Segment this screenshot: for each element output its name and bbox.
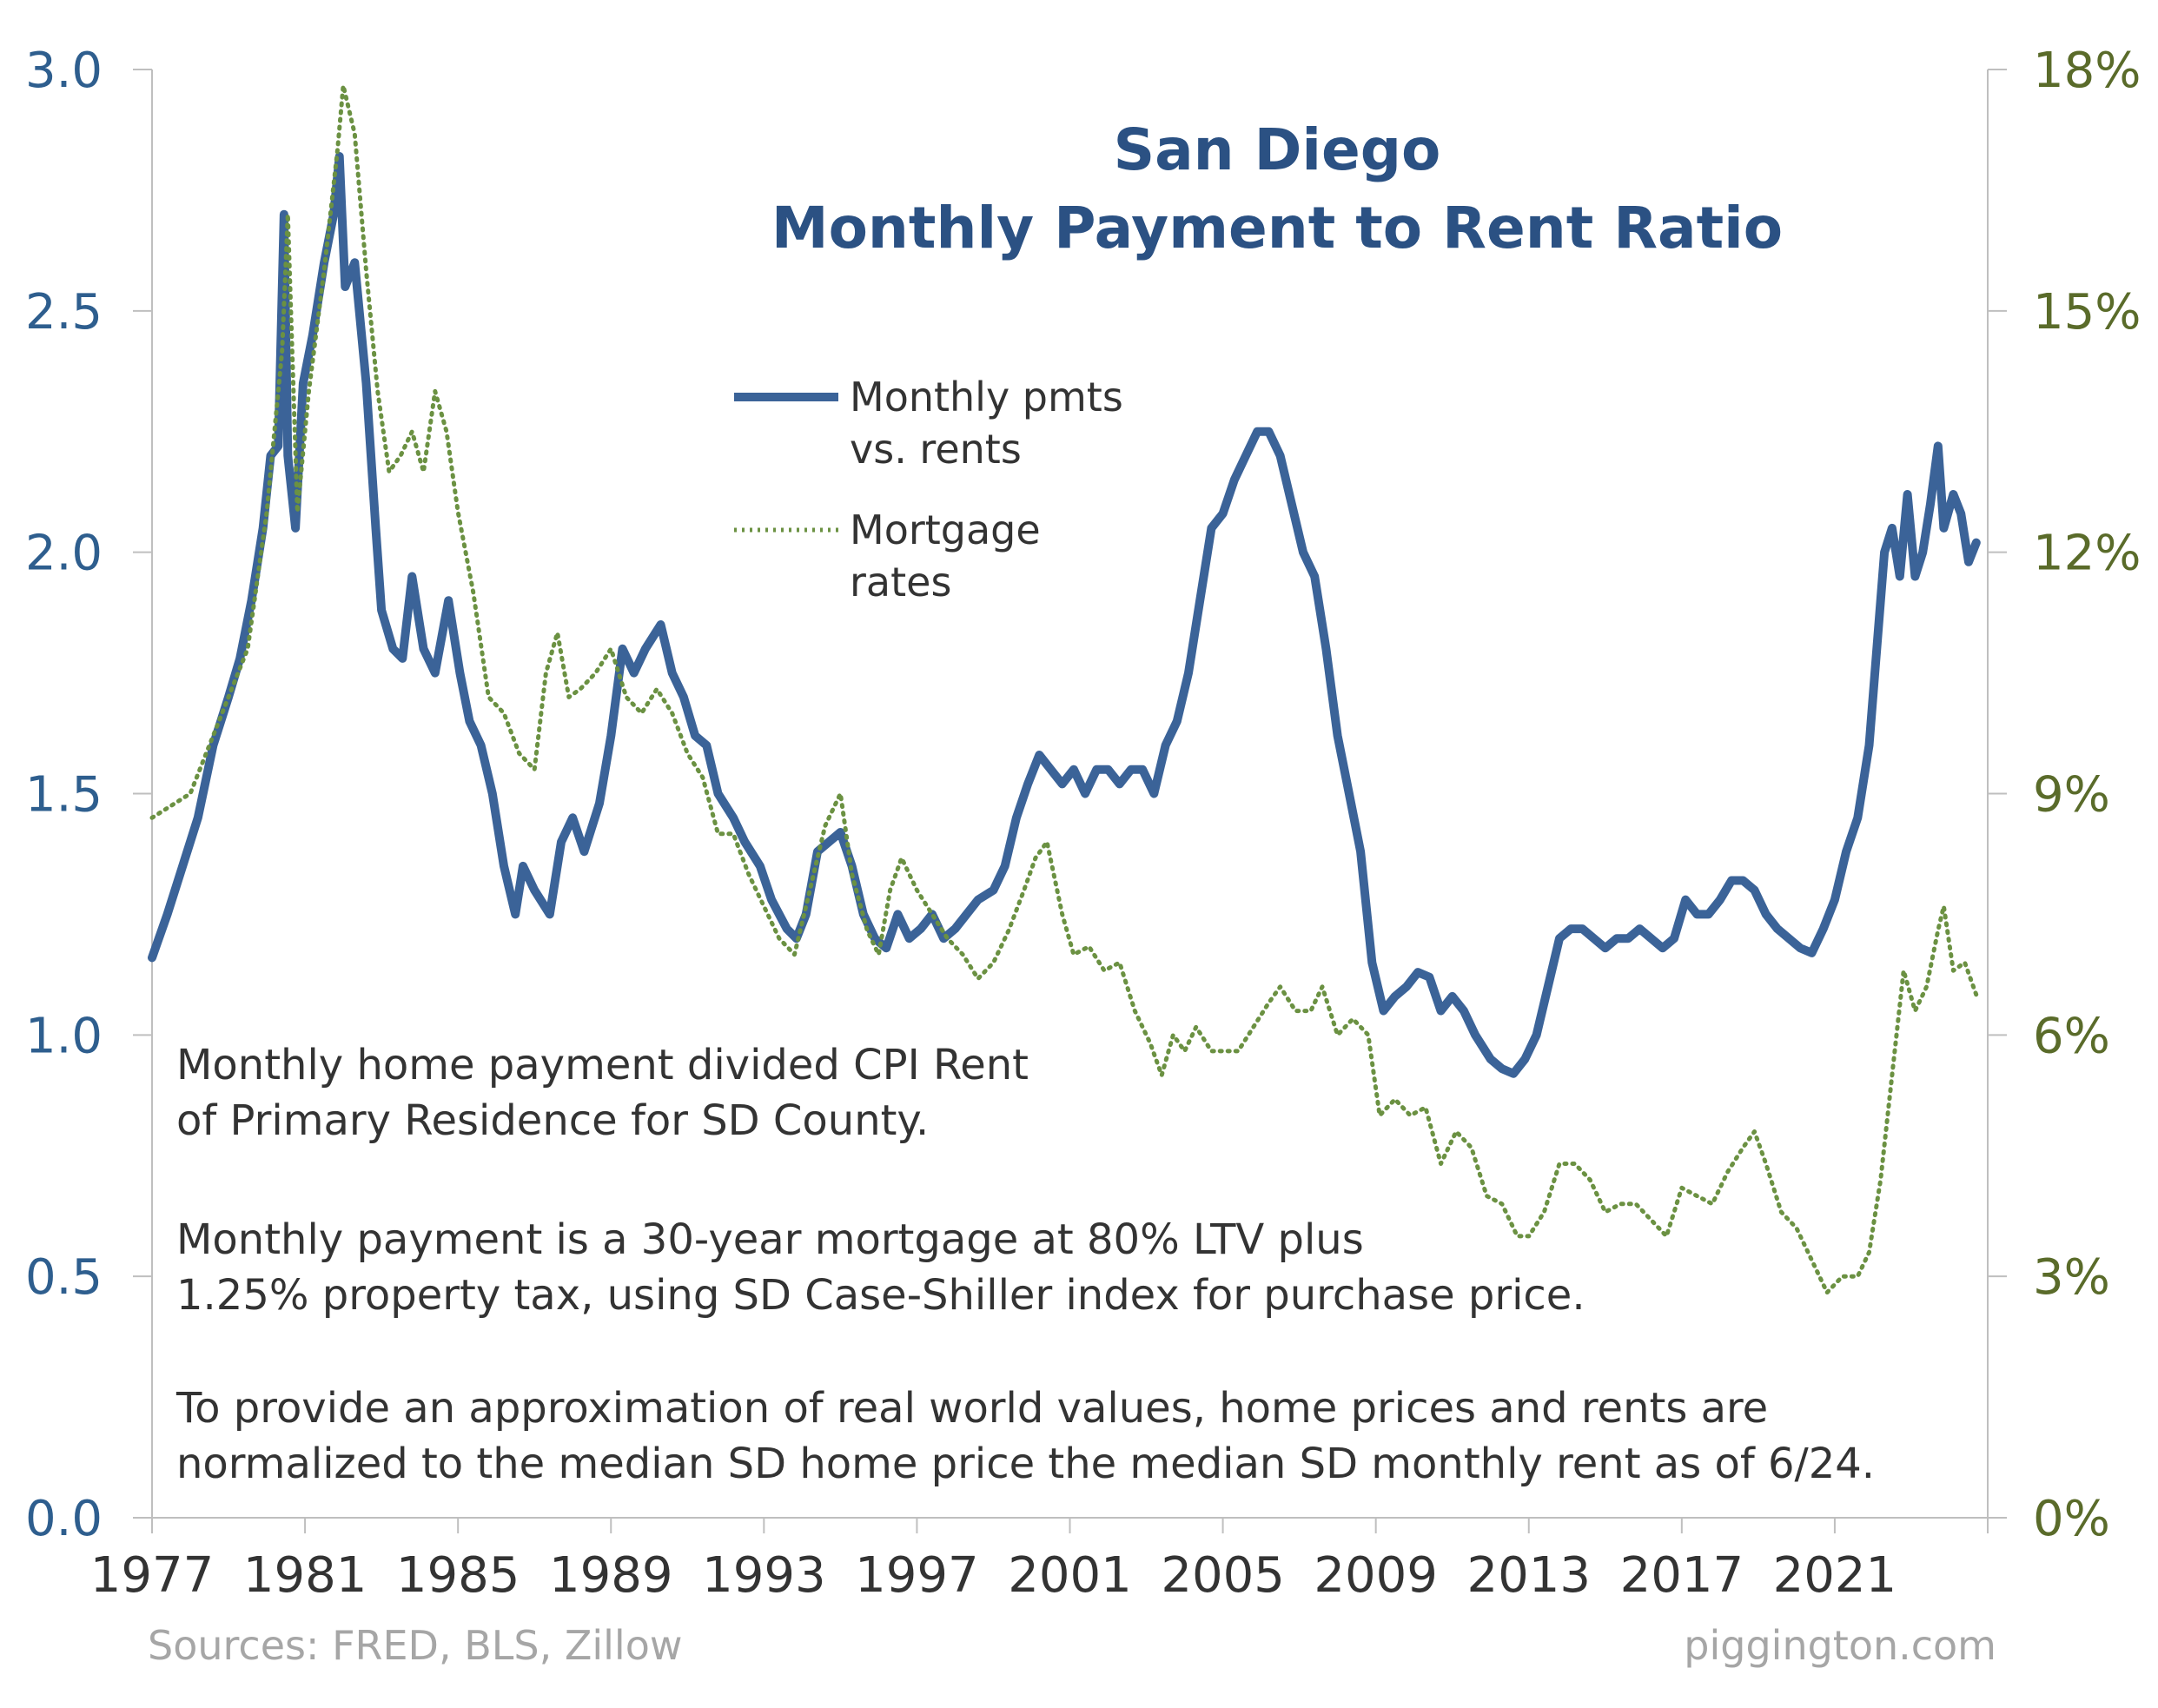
note3-line2: normalized to the median SD home price t…: [176, 1440, 1875, 1488]
left-tick-label: 1.5: [25, 767, 103, 824]
x-tick-label: 2001: [1008, 1547, 1132, 1604]
x-tick-label: 1981: [243, 1547, 367, 1604]
note3-line1: To provide an approximation of real worl…: [175, 1384, 1768, 1433]
right-tick-label: 6%: [2033, 1008, 2110, 1064]
x-tick-label: 2005: [1161, 1547, 1285, 1604]
legend: Monthly pmts vs. rents Mortgage rates: [734, 374, 1123, 606]
left-tick-label: 2.0: [25, 526, 103, 582]
x-tick-label: 1989: [549, 1547, 673, 1604]
x-tick-label: 1977: [90, 1547, 215, 1604]
x-tick-label: 2021: [1773, 1547, 1897, 1604]
chart-title-line1: San Diego: [1114, 116, 1441, 183]
series-line-mortgage-rates: [149, 83, 1979, 1295]
right-tick-label: 9%: [2033, 767, 2110, 824]
left-tick-label: 0.0: [25, 1491, 103, 1547]
series-layer: [148, 83, 1981, 1295]
source-right: piggington.com: [1684, 1622, 1996, 1669]
right-tick-label: 15%: [2033, 284, 2141, 341]
annotations: Monthly home payment divided CPI Rent of…: [175, 1041, 1875, 1488]
left-tick-label: 3.0: [25, 43, 103, 99]
note2-line2: 1.25% property tax, using SD Case-Shille…: [176, 1271, 1585, 1320]
left-tick-label: 0.5: [25, 1249, 103, 1306]
ticks: 0.0 0.5 1.0 1.5 2.0 2.5 3.0 0% 3% 6% 9% 12% 15% 18% 19…: [25, 43, 2141, 1604]
left-tick-label: 2.5: [25, 284, 103, 341]
series-line-payment-to-rent: [148, 152, 1981, 1078]
x-tick-label: 2009: [1314, 1547, 1438, 1604]
right-tick-label: 18%: [2033, 43, 2141, 99]
right-tick-label: 3%: [2033, 1249, 2110, 1306]
x-tick-label: 1997: [855, 1547, 979, 1604]
note2-line1: Monthly payment is a 30-year mortgage at…: [176, 1215, 1364, 1264]
source-left: Sources: FRED, BLS, Zillow: [148, 1622, 682, 1669]
x-tick-label: 2013: [1466, 1547, 1591, 1604]
legend-label-payments-line2: vs. rents: [850, 426, 1022, 473]
legend-label-mortgage-line2: rates: [850, 559, 951, 606]
legend-label-payments-line1: Monthly pmts: [850, 374, 1123, 420]
left-tick-label: 1.0: [25, 1008, 103, 1064]
x-tick-label: 1993: [702, 1547, 826, 1604]
chart-title-line2: Monthly Payment to Rent Ratio: [771, 195, 1783, 261]
x-tick-label: 2017: [1620, 1547, 1744, 1604]
legend-label-mortgage-line1: Mortgage: [850, 506, 1041, 553]
note1-line1: Monthly home payment divided CPI Rent: [176, 1041, 1029, 1089]
note1-line2: of Primary Residence for SD County.: [176, 1096, 929, 1145]
right-tick-label: 0%: [2033, 1491, 2110, 1547]
right-tick-label: 12%: [2033, 526, 2141, 582]
x-tick-label: 1985: [396, 1547, 520, 1604]
